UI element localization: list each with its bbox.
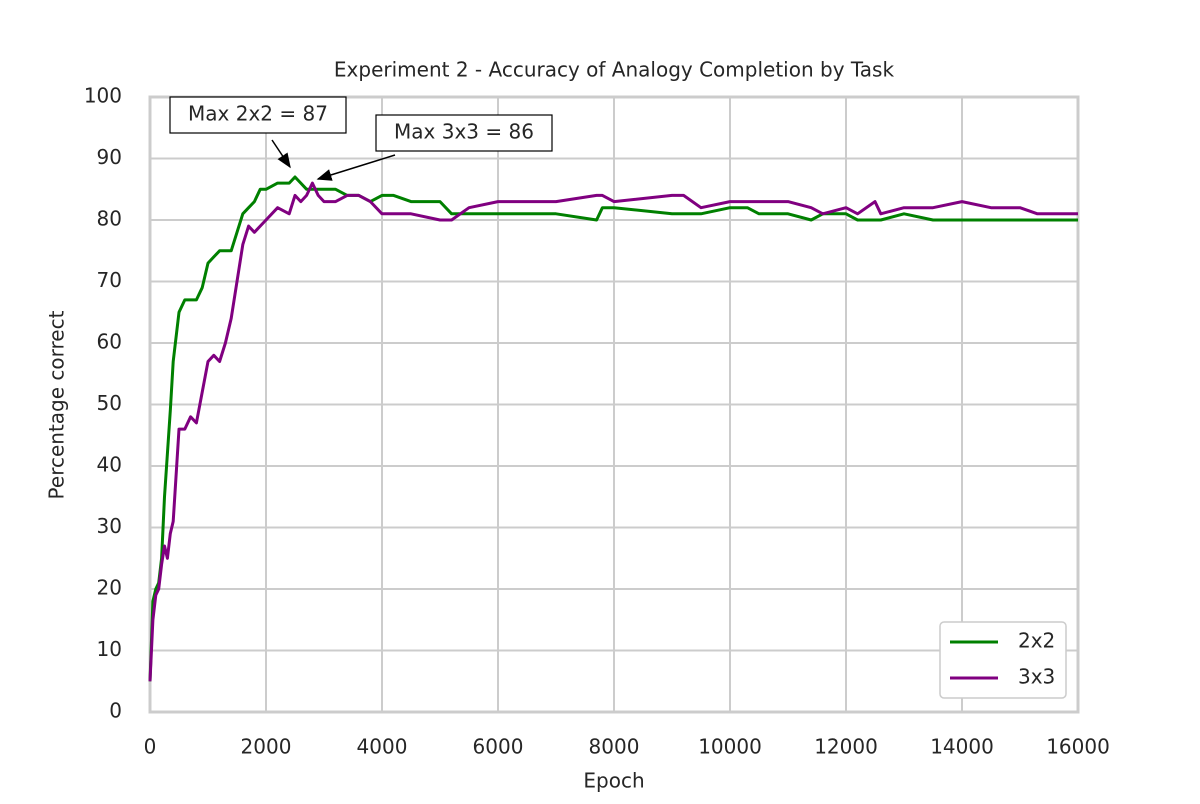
y-tick-label: 30 xyxy=(97,514,122,538)
y-tick-label: 50 xyxy=(97,391,122,415)
y-tick-label: 90 xyxy=(97,145,122,169)
x-tick-label: 0 xyxy=(144,735,157,759)
y-tick-label: 20 xyxy=(97,576,122,600)
annotation-arrow xyxy=(271,139,291,169)
y-axis-label: Percentage correct xyxy=(45,310,69,499)
y-tick-label: 80 xyxy=(97,207,122,231)
x-tick-label: 12000 xyxy=(814,735,878,759)
plot-frame xyxy=(148,95,1080,714)
chart-title: Experiment 2 - Accuracy of Analogy Compl… xyxy=(334,58,895,82)
x-tick-label: 10000 xyxy=(698,735,762,759)
x-tick-label: 14000 xyxy=(930,735,994,759)
annotation-box xyxy=(169,96,347,134)
x-tick-label: 8000 xyxy=(589,735,640,759)
annotation-text: Max 2x2 = 87 xyxy=(188,102,328,126)
series-line xyxy=(148,175,1078,682)
annotation-text: Max 3x3 = 86 xyxy=(394,120,534,144)
x-tick-label: 2000 xyxy=(241,735,292,759)
x-tick-label: 4000 xyxy=(357,735,408,759)
x-axis-label: Epoch xyxy=(583,769,644,793)
legend-label: 2x2 xyxy=(1018,629,1055,653)
y-tick-label: 10 xyxy=(97,637,122,661)
x-tick-label: 16000 xyxy=(1046,735,1110,759)
y-tick-label: 70 xyxy=(97,268,122,292)
y-tick-label: 0 xyxy=(109,699,122,723)
x-tick-label: 6000 xyxy=(473,735,524,759)
annotation-arrow xyxy=(316,154,396,181)
y-tick-label: 100 xyxy=(84,84,122,108)
annotation-box xyxy=(375,114,553,152)
series-line xyxy=(148,181,1078,682)
legend-label: 3x3 xyxy=(1018,665,1055,689)
y-tick-label: 40 xyxy=(97,453,122,477)
y-tick-label: 60 xyxy=(97,330,122,354)
